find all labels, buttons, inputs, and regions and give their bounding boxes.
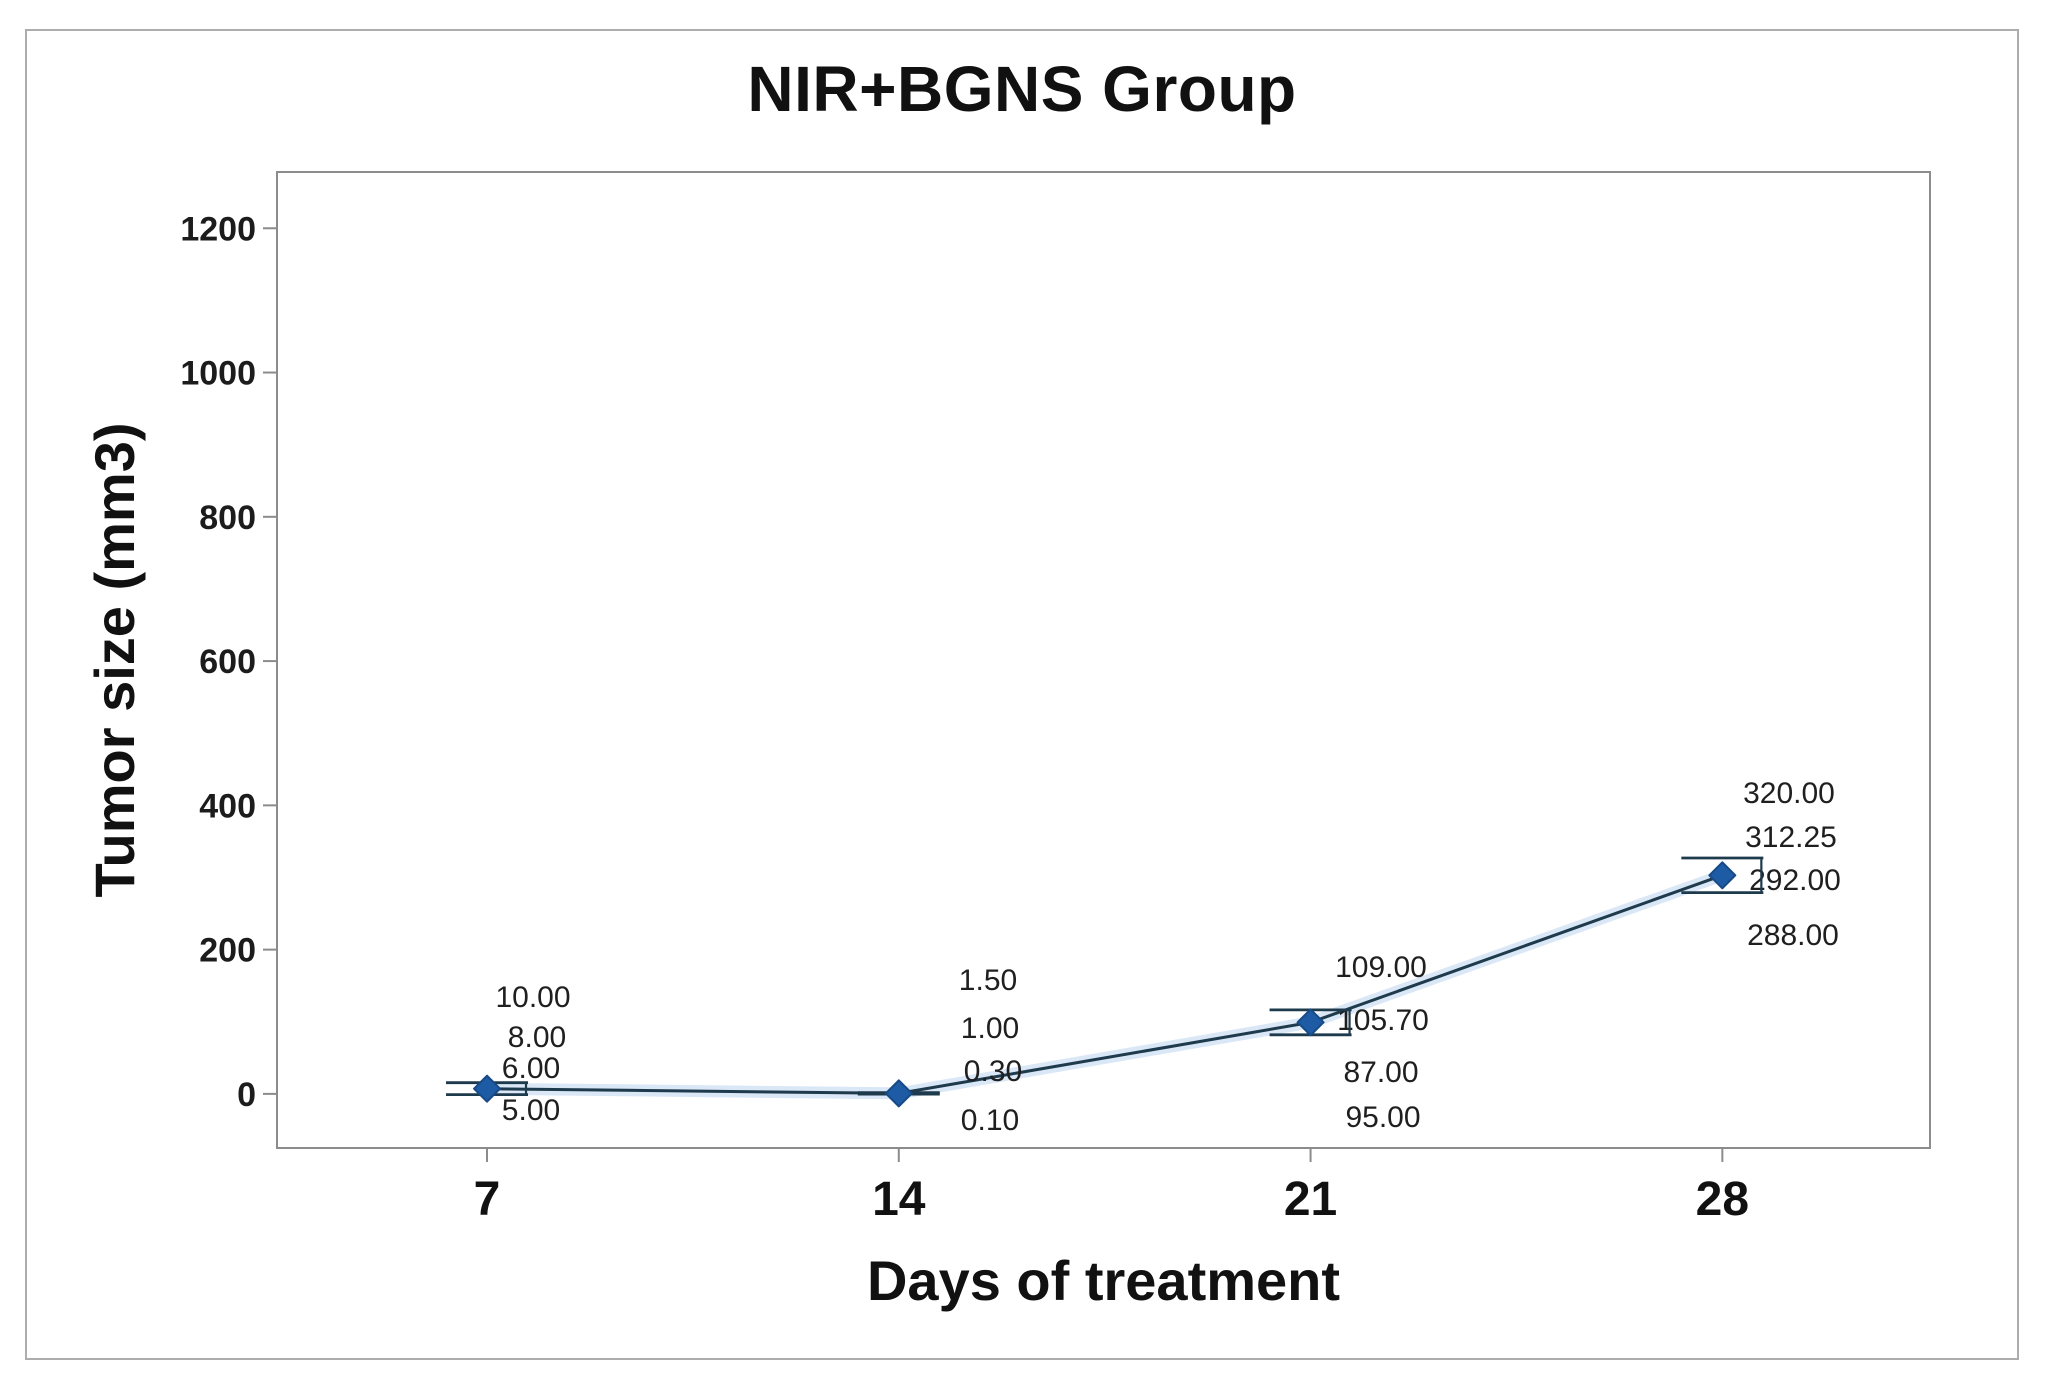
point-annotation: 1.00 bbox=[961, 1012, 1019, 1045]
y-tick-label: 200 bbox=[199, 932, 256, 970]
y-axis-title: Tumor size (mm3) bbox=[83, 422, 146, 898]
x-tick-label: 28 bbox=[1696, 1173, 1749, 1226]
point-annotation: 10.00 bbox=[495, 981, 570, 1014]
y-tick-label: 1200 bbox=[180, 210, 256, 248]
series-line bbox=[486, 873, 1723, 1095]
point-annotation: 6.00 bbox=[502, 1052, 560, 1085]
x-axis-title: Days of treatment bbox=[866, 1249, 1341, 1312]
y-tick-label: 400 bbox=[199, 787, 256, 825]
error-bar bbox=[1681, 856, 1764, 894]
data-point-day-28 bbox=[1708, 861, 1737, 890]
point-annotation: 87.00 bbox=[1343, 1056, 1418, 1089]
chart-figure bbox=[25, 29, 2019, 1360]
y-tick-label: 600 bbox=[199, 643, 256, 681]
data-point-day-7 bbox=[473, 1074, 502, 1103]
point-annotation: 0.30 bbox=[964, 1055, 1022, 1088]
point-annotation: 109.00 bbox=[1335, 951, 1427, 984]
plot-border bbox=[276, 171, 1931, 1149]
y-tick-label: 1000 bbox=[180, 355, 256, 393]
x-tick-label: 7 bbox=[474, 1173, 501, 1226]
point-annotation: 1.50 bbox=[959, 964, 1017, 997]
chart-title: NIR+BGNS Group bbox=[747, 53, 1297, 125]
point-annotation: 8.00 bbox=[508, 1021, 566, 1054]
point-annotation: 0.10 bbox=[961, 1104, 1019, 1137]
point-annotation: 312.25 bbox=[1745, 821, 1837, 854]
point-annotation: 105.70 bbox=[1337, 1004, 1429, 1037]
point-annotation: 95.00 bbox=[1345, 1101, 1420, 1134]
data-point-day-14 bbox=[884, 1079, 913, 1108]
point-annotation: 320.00 bbox=[1743, 777, 1835, 810]
data-point-day-21 bbox=[1296, 1008, 1325, 1037]
x-tick-label: 21 bbox=[1284, 1173, 1337, 1226]
point-annotation: 288.00 bbox=[1747, 919, 1839, 952]
y-tick-label: 0 bbox=[237, 1076, 256, 1114]
point-annotation: 5.00 bbox=[502, 1094, 560, 1127]
y-tick-label: 800 bbox=[199, 499, 256, 537]
series-band bbox=[481, 869, 1729, 1100]
x-tick-label: 14 bbox=[872, 1173, 926, 1226]
point-annotation: 292.00 bbox=[1749, 864, 1841, 897]
